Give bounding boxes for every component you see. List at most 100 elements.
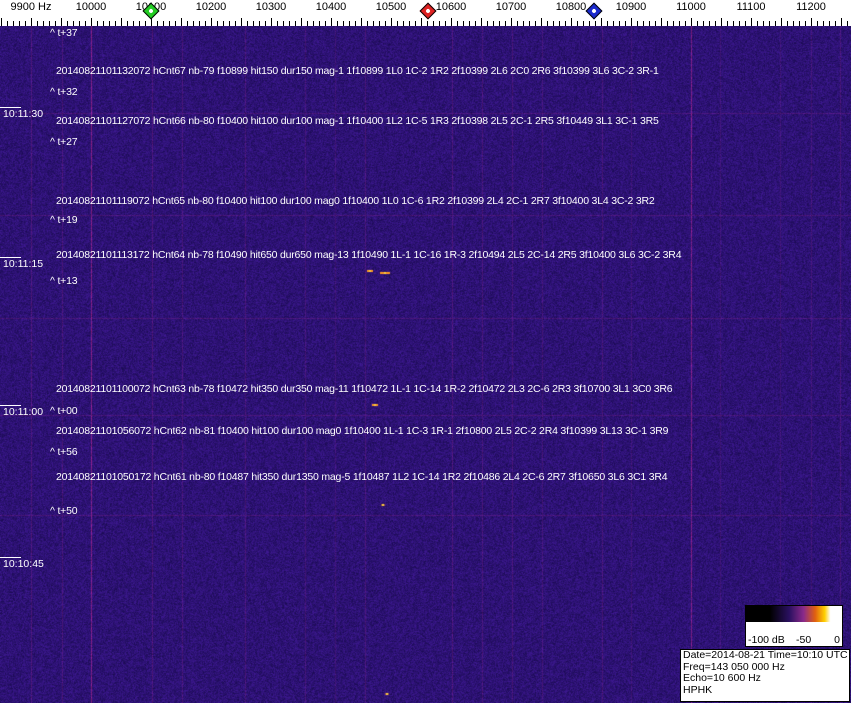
red-marker-icon[interactable] [419, 2, 437, 20]
axis-tick [757, 21, 758, 26]
axis-tick [775, 21, 776, 26]
axis-tick [199, 21, 200, 26]
axis-tick [277, 21, 278, 26]
waterfall-spectrogram[interactable] [0, 26, 851, 703]
axis-tick [523, 21, 524, 26]
offset-mark: ^ t+27 [50, 136, 78, 148]
axis-tick [73, 21, 74, 26]
axis-tick [847, 21, 848, 26]
freq-label: 10500 [375, 1, 407, 13]
axis-tick [175, 21, 176, 26]
axis-tick [7, 21, 8, 26]
axis-tick [145, 21, 146, 26]
axis-tick [265, 21, 266, 26]
color-scale: -100 dB -50 0 [745, 605, 843, 647]
axis-tick [25, 21, 26, 26]
axis-tick [673, 21, 674, 26]
axis-tick [37, 21, 38, 26]
axis-tick [331, 18, 332, 26]
axis-tick [367, 21, 368, 26]
axis-tick [661, 18, 662, 26]
axis-tick [403, 21, 404, 26]
axis-tick [283, 21, 284, 26]
axis-tick [109, 21, 110, 26]
axis-tick [739, 21, 740, 26]
freq-label: 10700 [495, 1, 527, 13]
axis-tick [151, 18, 152, 26]
axis-tick [535, 21, 536, 26]
axis-tick [379, 21, 380, 26]
axis-tick [295, 21, 296, 26]
axis-tick [583, 21, 584, 26]
axis-tick [49, 21, 50, 26]
axis-tick [415, 21, 416, 26]
axis-tick [589, 21, 590, 26]
axis-tick [793, 21, 794, 26]
freq-label: 10600 [435, 1, 467, 13]
axis-tick [241, 18, 242, 26]
axis-tick [169, 21, 170, 26]
axis-tick [463, 21, 464, 26]
axis-tick [157, 21, 158, 26]
axis-tick [697, 21, 698, 26]
time-label: 10:10:45 [0, 557, 44, 570]
axis-tick [67, 21, 68, 26]
axis-tick [457, 21, 458, 26]
axis-tick [805, 21, 806, 26]
axis-tick [289, 21, 290, 26]
axis-tick [553, 21, 554, 26]
axis-tick [271, 18, 272, 26]
axis-tick [433, 21, 434, 26]
axis-tick [61, 18, 62, 26]
axis-tick [475, 21, 476, 26]
time-label: 10:11:00 [0, 405, 43, 418]
axis-tick [811, 18, 812, 26]
detection-line: 20140821101100072 hCnt63 nb-78 f10472 hi… [56, 383, 673, 395]
info-date-time: Date=2014-08-21 Time=10:10 UTC [683, 649, 848, 661]
axis-tick [481, 18, 482, 26]
freq-label: 10300 [255, 1, 287, 13]
offset-mark: ^ t+19 [50, 214, 78, 226]
axis-tick [763, 21, 764, 26]
time-label: 10:11:15 [0, 257, 43, 270]
axis-tick [163, 21, 164, 26]
offset-mark: ^ t+56 [50, 446, 78, 458]
axis-tick [133, 21, 134, 26]
axis-tick [97, 21, 98, 26]
axis-tick [211, 18, 212, 26]
axis-tick [547, 21, 548, 26]
detection-line: 20140821101127072 hCnt66 nb-80 f10400 hi… [56, 115, 659, 127]
axis-tick [217, 21, 218, 26]
axis-tick [625, 21, 626, 26]
axis-tick [223, 21, 224, 26]
axis-tick [835, 21, 836, 26]
freq-label: 11000 [676, 1, 706, 13]
axis-tick [205, 21, 206, 26]
axis-tick [643, 21, 644, 26]
axis-tick [601, 18, 602, 26]
axis-tick [235, 21, 236, 26]
axis-tick [781, 18, 782, 26]
freq-label: 11200 [796, 1, 826, 13]
axis-tick [619, 21, 620, 26]
axis-tick [529, 21, 530, 26]
axis-tick [631, 18, 632, 26]
axis-tick [385, 21, 386, 26]
axis-tick [91, 18, 92, 26]
axis-tick [259, 21, 260, 26]
axis-tick [727, 21, 728, 26]
axis-tick [649, 21, 650, 26]
axis-tick [397, 21, 398, 26]
axis-tick [823, 21, 824, 26]
freq-label: 11100 [736, 1, 766, 13]
detection-line: 20140821101113172 hCnt64 nb-78 f10490 hi… [56, 249, 682, 261]
blue-marker-icon[interactable] [585, 2, 603, 20]
axis-tick [13, 21, 14, 26]
axis-tick [493, 21, 494, 26]
frequency-axis[interactable]: 9900 Hz 10000 10100 10200 10300 10400 10… [0, 0, 851, 26]
axis-tick [229, 21, 230, 26]
axis-tick [391, 18, 392, 26]
offset-mark: ^ t+00 [50, 405, 78, 417]
axis-tick [517, 21, 518, 26]
axis-tick [637, 21, 638, 26]
